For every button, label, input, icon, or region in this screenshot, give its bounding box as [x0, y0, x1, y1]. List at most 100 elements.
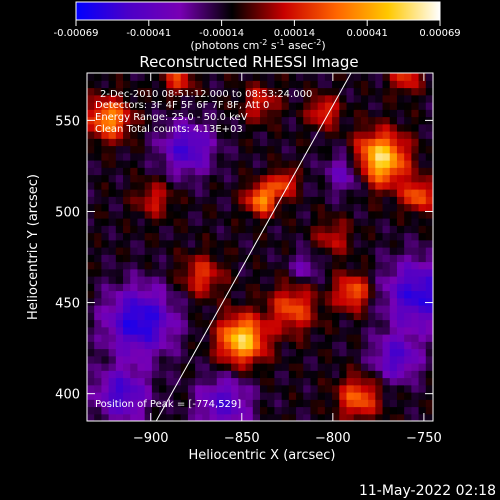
heatmap-cell — [339, 189, 348, 197]
heatmap-cell — [324, 261, 333, 270]
heatmap-cell — [303, 167, 312, 176]
heatmap-cell — [231, 196, 239, 205]
heatmap-cell — [209, 94, 218, 103]
heatmap-cell — [209, 334, 218, 342]
heatmap-cell — [303, 210, 312, 219]
heatmap-cell — [223, 341, 232, 350]
y-tick-label: 400 — [55, 388, 80, 403]
heatmap-cell — [195, 109, 203, 118]
heatmap-cell — [281, 290, 290, 299]
heatmap-cell — [187, 131, 196, 139]
heatmap-cell — [281, 109, 290, 118]
heatmap-cell — [382, 334, 391, 342]
heatmap-cell — [260, 261, 268, 270]
heatmap-cell — [252, 319, 261, 328]
heatmap-cell — [87, 73, 95, 81]
heatmap-cell — [180, 87, 189, 96]
heatmap-cell — [360, 413, 369, 421]
heatmap-cell — [123, 247, 131, 255]
heatmap-cell — [353, 283, 362, 292]
heatmap-cell — [324, 355, 333, 364]
heatmap-cell — [238, 80, 247, 89]
heatmap-cell — [209, 392, 218, 400]
heatmap-cell — [108, 384, 117, 393]
heatmap-cell — [418, 319, 427, 328]
heatmap-cell — [216, 145, 225, 154]
heatmap-cell — [411, 334, 420, 342]
heatmap-cell — [202, 261, 211, 270]
heatmap-cell — [310, 189, 319, 197]
heatmap-cell — [130, 116, 139, 125]
heatmap-cell — [187, 167, 196, 176]
heatmap-cell — [101, 247, 110, 255]
heatmap-cell — [209, 290, 218, 299]
heatmap-cell — [137, 203, 146, 212]
heatmap-cell — [303, 326, 312, 335]
heatmap-cell — [202, 254, 211, 263]
heatmap-cell — [115, 152, 124, 161]
heatmap-cell — [94, 254, 103, 263]
heatmap-cell — [267, 261, 276, 270]
heatmap-cell — [173, 276, 182, 284]
heatmap-cell — [137, 334, 146, 342]
heatmap-cell — [332, 160, 340, 168]
heatmap-cell — [404, 160, 412, 168]
heatmap-cell — [360, 181, 369, 190]
heatmap-cell — [87, 370, 95, 379]
heatmap-cell — [108, 218, 117, 226]
heatmap-cell — [339, 341, 348, 350]
heatmap-cell — [245, 334, 254, 342]
heatmap-cell — [159, 319, 167, 328]
heatmap-cell — [216, 268, 225, 277]
heatmap-cell — [281, 254, 290, 263]
heatmap-cell — [368, 261, 376, 270]
heatmap-cell — [346, 305, 355, 313]
heatmap-cell — [310, 268, 319, 277]
heatmap-cell — [223, 73, 232, 81]
heatmap-cell — [151, 87, 160, 96]
heatmap-cell — [231, 94, 239, 103]
heatmap-cell — [404, 384, 412, 393]
heatmap-cell — [209, 312, 218, 321]
heatmap-cell — [108, 152, 117, 161]
heatmap-cell — [180, 355, 189, 364]
heatmap-cell — [411, 268, 420, 277]
heatmap-cell — [108, 94, 117, 103]
heatmap-cell — [195, 145, 203, 154]
heatmap-cell — [173, 87, 182, 96]
heatmap-cell — [166, 232, 175, 241]
heatmap-cell — [411, 384, 420, 393]
heatmap-cell — [360, 239, 369, 248]
heatmap-cell — [346, 312, 355, 321]
heatmap-cell — [353, 152, 362, 161]
heatmap-cell — [87, 160, 95, 168]
heatmap-cell — [346, 80, 355, 89]
heatmap-cell — [310, 283, 319, 292]
heatmap-cell — [404, 341, 412, 350]
heatmap-cell — [101, 392, 110, 400]
heatmap-cell — [94, 73, 103, 81]
heatmap-cell — [404, 305, 412, 313]
heatmap-cell — [281, 145, 290, 154]
heatmap-cell — [260, 109, 268, 118]
heatmap-cell — [310, 319, 319, 328]
heatmap-cell — [389, 152, 398, 161]
heatmap-cell — [260, 399, 268, 408]
heatmap-cell — [108, 174, 117, 183]
heatmap-cell — [382, 138, 391, 147]
heatmap-cell — [151, 363, 160, 371]
heatmap-cell — [195, 160, 203, 168]
heatmap-cell — [209, 348, 218, 357]
heatmap-cell — [339, 370, 348, 379]
heatmap-cell — [267, 181, 276, 190]
heatmap-cell — [180, 305, 189, 313]
heatmap-cell — [245, 377, 254, 386]
heatmap-cell — [317, 319, 326, 328]
heatmap-cell — [382, 341, 391, 350]
heatmap-cell — [324, 80, 333, 89]
heatmap-cell — [123, 80, 131, 89]
heatmap-cell — [195, 413, 203, 421]
heatmap-cell — [317, 109, 326, 118]
heatmap-cell — [411, 152, 420, 161]
heatmap-cell — [425, 399, 433, 408]
